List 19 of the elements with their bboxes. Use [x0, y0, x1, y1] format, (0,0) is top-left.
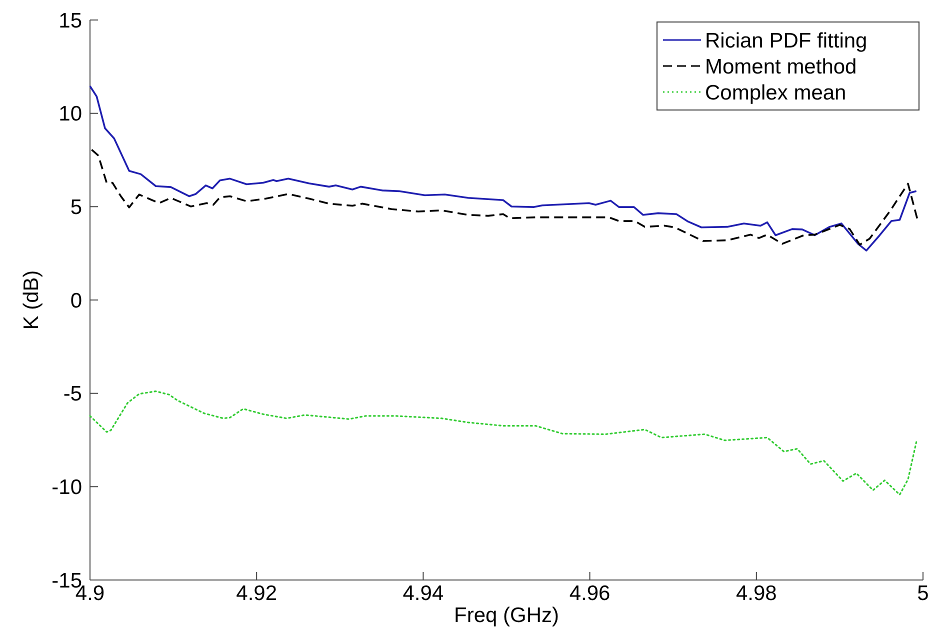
- line-series: [89, 85, 918, 252]
- line-series: [89, 390, 918, 496]
- y-axis-title: K (dB): [20, 270, 43, 330]
- y-tick-label: -10: [52, 476, 82, 500]
- legend-label: Moment method: [705, 55, 857, 78]
- line-series: [90, 148, 919, 246]
- x-axis-title: Freq (GHz): [454, 604, 559, 627]
- y-tick-label: 10: [58, 102, 82, 126]
- legend-label: Complex mean: [705, 81, 846, 104]
- y-tick-label: -5: [63, 382, 82, 406]
- x-tick-label: 4.96: [569, 582, 610, 605]
- y-tick-label: 0: [70, 289, 82, 312]
- y-tick-label: 5: [70, 196, 82, 220]
- x-tick-label: 4.98: [736, 582, 777, 605]
- y-tick-label: 15: [58, 9, 82, 32]
- legend-label: Rician PDF fitting: [705, 29, 868, 52]
- x-tick-label: 4.92: [236, 582, 278, 605]
- x-tick-label: 4.94: [402, 582, 444, 605]
- x-tick-label: 5: [917, 582, 929, 605]
